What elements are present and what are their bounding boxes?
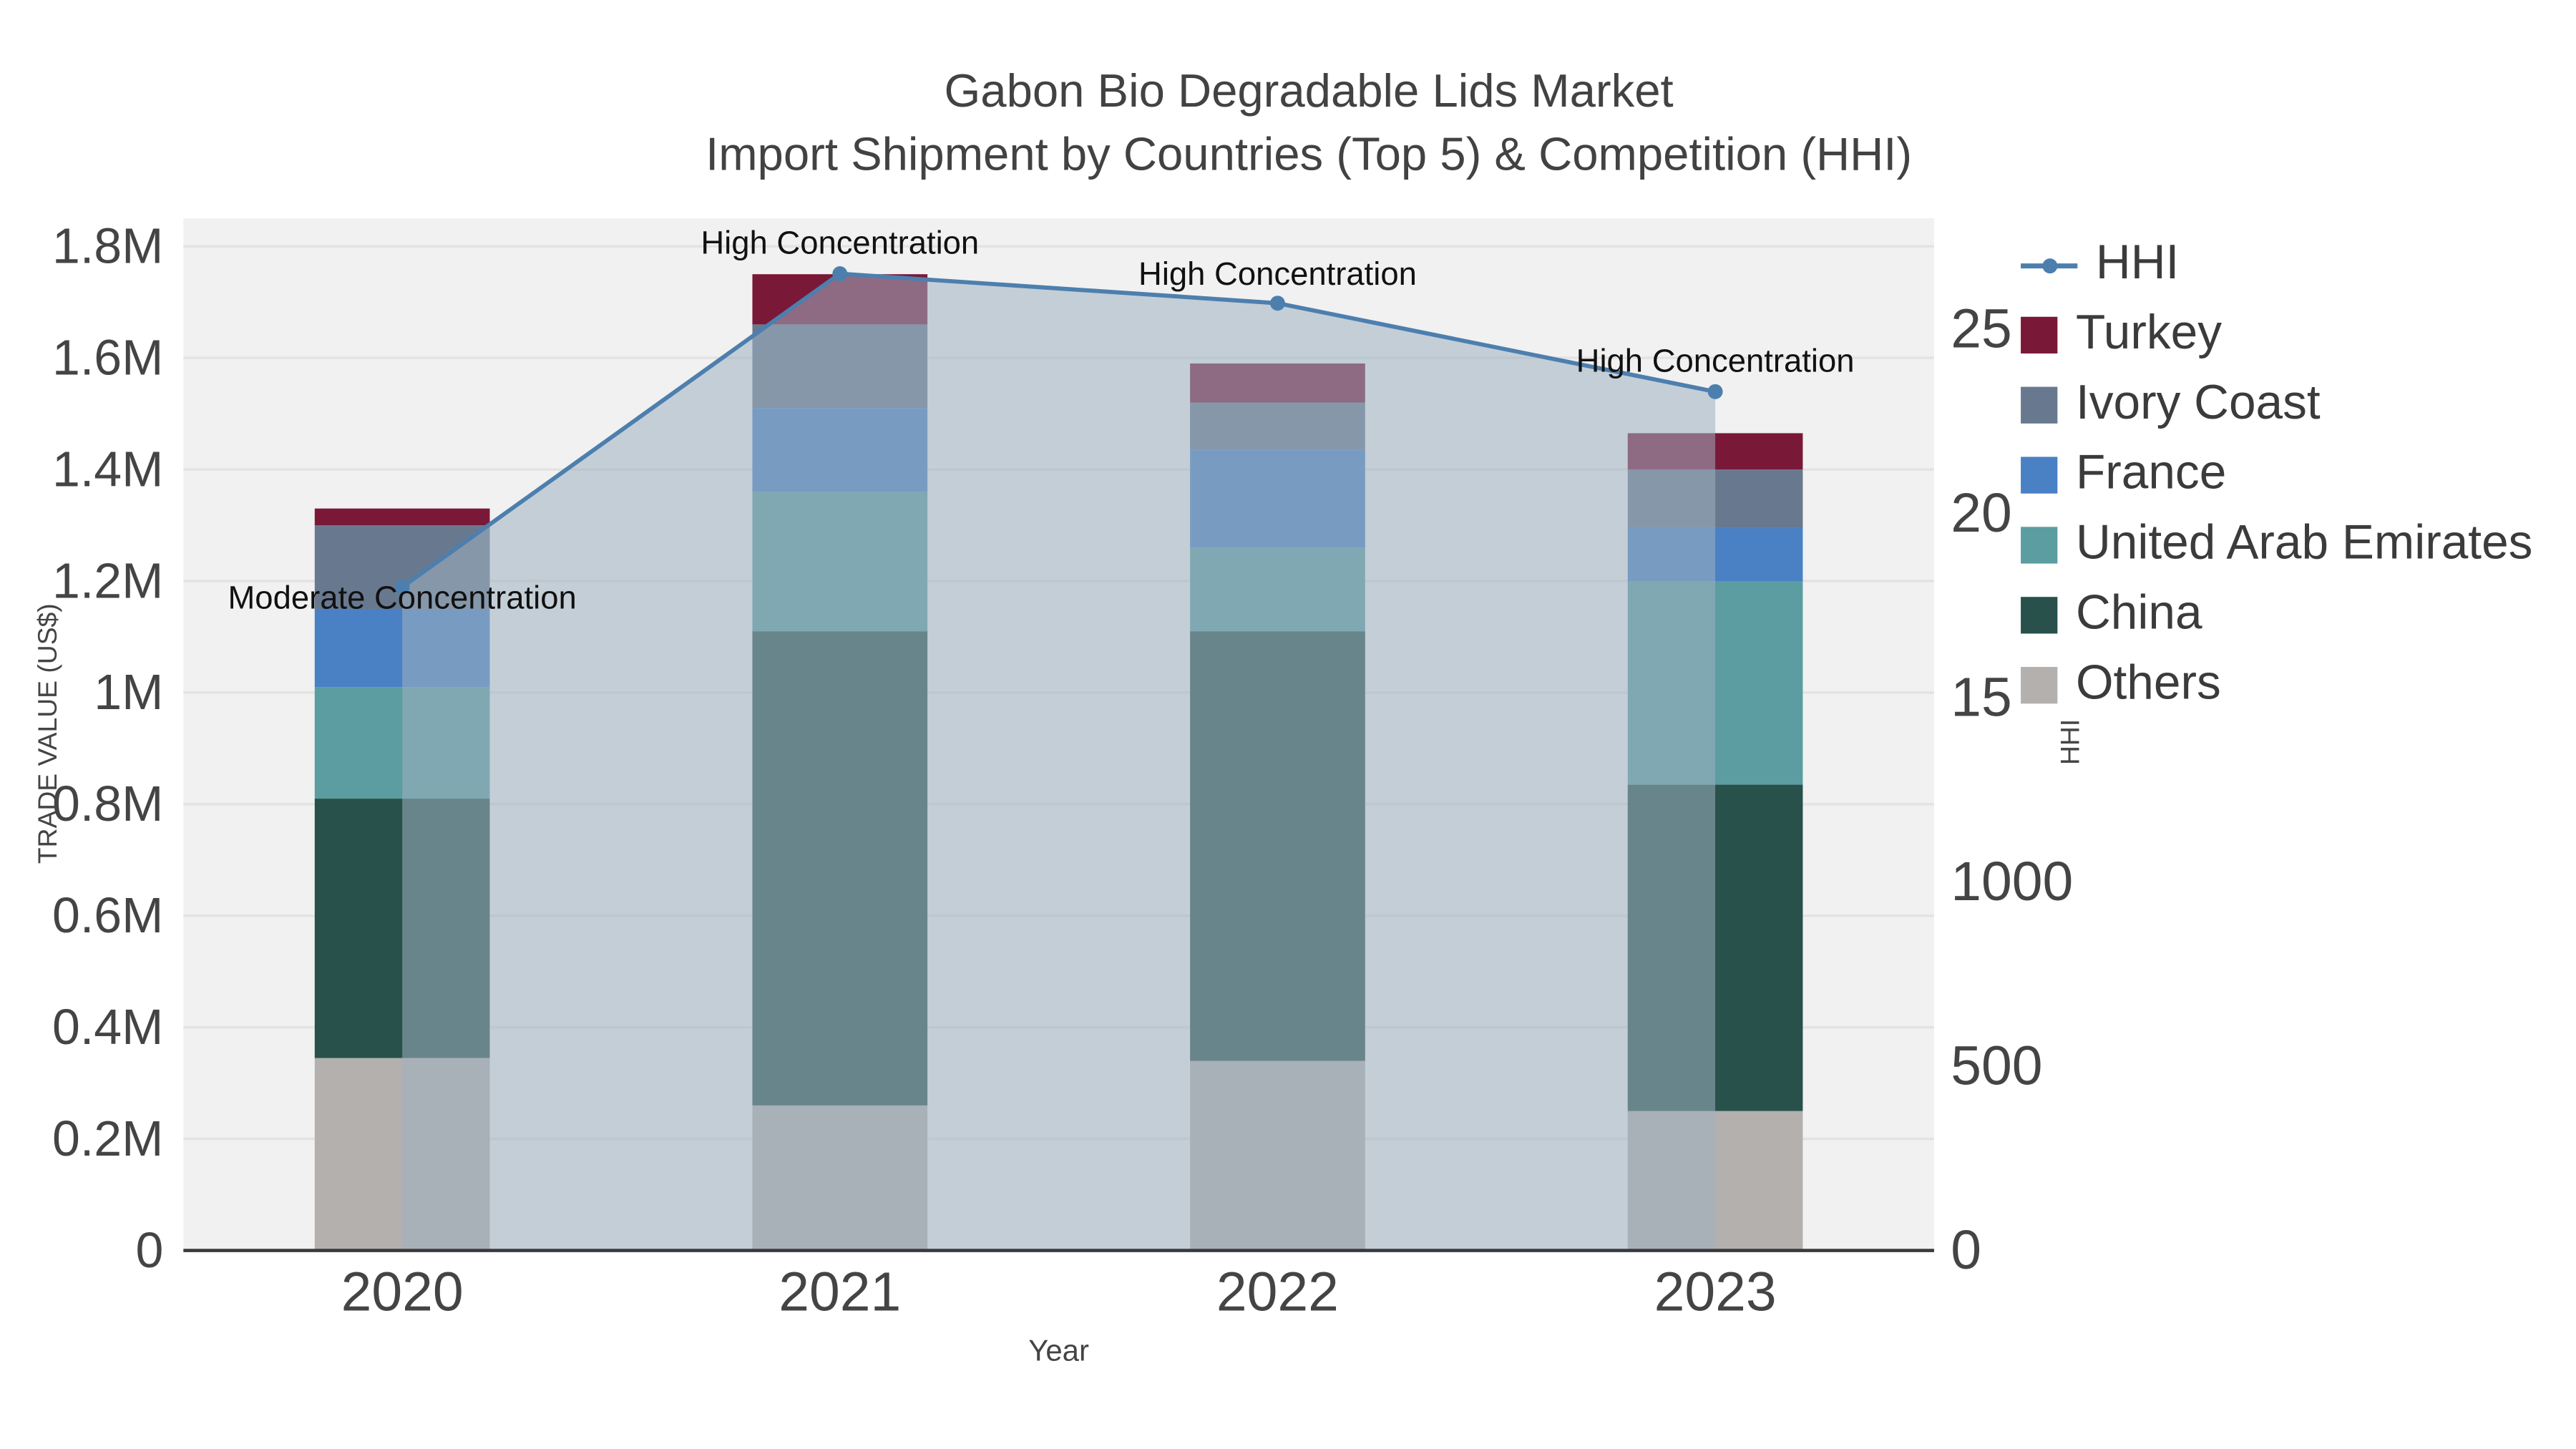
- hhi-marker: [394, 579, 410, 595]
- x-axis-title: Year: [1028, 1334, 1089, 1367]
- chart-subtitle: Import Shipment by Countries (Top 5) & C…: [706, 128, 1913, 180]
- china-swatch: [2021, 596, 2058, 633]
- annotation-2020: Moderate Concentration: [228, 580, 576, 616]
- legend-item-uae[interactable]: United Arab Emirates: [2021, 517, 2532, 572]
- annotation-2021: High Concentration: [701, 225, 979, 261]
- legend-item-china[interactable]: China: [2021, 587, 2532, 642]
- legend-label: HHI: [2095, 236, 2180, 291]
- legend-item-hhi[interactable]: HHI: [2021, 237, 2532, 292]
- annotation-2022: High Concentration: [1138, 255, 1417, 292]
- hhi-area: [402, 273, 1716, 1251]
- left-axis-tick: 1.6M: [52, 329, 163, 385]
- left-axis-tick: 0.2M: [52, 1111, 163, 1166]
- right-axis-title: HHI: [2057, 718, 2086, 766]
- x-axis-tick: 2020: [341, 1261, 464, 1322]
- chart-title: Gabon Bio Degradable Lids Market: [944, 64, 1674, 117]
- legend-label: Others: [2075, 657, 2221, 711]
- right-axis-tick: 0: [1951, 1219, 1981, 1281]
- hhi-marker: [1269, 296, 1285, 311]
- left-axis-tick: 0.8M: [52, 776, 163, 831]
- x-axis-tick: 2021: [779, 1261, 901, 1322]
- annotation-2023: High Concentration: [1576, 342, 1855, 379]
- legend-label: China: [2075, 587, 2202, 640]
- left-axis-tick: 0: [135, 1222, 163, 1278]
- others-swatch: [2021, 665, 2058, 703]
- legend-item-turkey[interactable]: Turkey: [2021, 307, 2532, 362]
- legend-label: France: [2075, 447, 2227, 501]
- hhi-marker: [832, 266, 848, 281]
- x-axis-tick: 2022: [1216, 1261, 1339, 1322]
- right-axis-tick: 1000: [1951, 851, 2073, 912]
- hhi-marker: [1707, 384, 1723, 399]
- legend-item-ivory-coast[interactable]: Ivory Coast: [2021, 377, 2532, 432]
- legend-item-others[interactable]: Others: [2021, 657, 2532, 712]
- ivory-coast-swatch: [2021, 386, 2058, 423]
- turkey-swatch: [2021, 316, 2058, 353]
- left-axis-tick: 0.4M: [52, 999, 163, 1055]
- hhi-line-swatch: [2021, 246, 2078, 283]
- title-block: Gabon Bio Degradable Lids Market Import …: [706, 60, 1912, 187]
- hhi-line: [401, 271, 1716, 589]
- bar-segment-turkey: [314, 508, 490, 526]
- left-axis-tick: 1.8M: [52, 218, 163, 274]
- left-axis-tick: 1.4M: [52, 441, 163, 497]
- x-axis-tick: 2023: [1654, 1261, 1777, 1322]
- uae-swatch: [2021, 526, 2058, 563]
- left-axis-tick: 1M: [94, 664, 163, 720]
- legend-label: United Arab Emirates: [2075, 517, 2533, 570]
- right-axis-tick: 500: [1951, 1035, 2042, 1097]
- legend-label: Ivory Coast: [2075, 376, 2321, 431]
- legend: HHI Turkey Ivory Coast France United Ara…: [2011, 230, 2557, 732]
- left-axis-tick: 1.2M: [52, 552, 163, 608]
- left-axis-title: TRADE VALUE (US$): [34, 603, 64, 864]
- left-axis-tick: 0.6M: [52, 887, 163, 943]
- france-swatch: [2021, 456, 2058, 493]
- legend-item-france[interactable]: France: [2021, 447, 2532, 502]
- legend-label: Turkey: [2075, 306, 2223, 361]
